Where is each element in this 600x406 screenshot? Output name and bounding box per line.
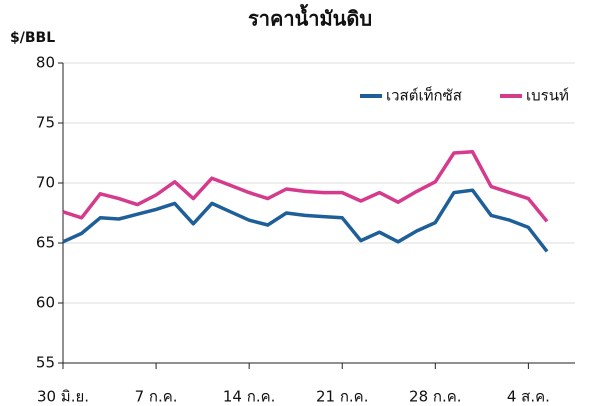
y-tick-label: 65	[36, 234, 55, 252]
x-tick-label: 7 ก.ค.	[135, 388, 178, 406]
x-tick-label: 14 ก.ค.	[223, 388, 276, 406]
x-tick-label: 4 ส.ค.	[507, 388, 550, 406]
legend-label: เบรนท์	[526, 87, 569, 105]
legend-label: เวสต์เท็กซัส	[386, 86, 462, 105]
line-series	[62, 188, 549, 253]
y-tick-label: 60	[36, 294, 55, 312]
y-tick-label: 80	[36, 54, 55, 72]
y-tick-label: 70	[36, 174, 55, 192]
chart-title: ราคาน้ำมันดิบ	[248, 4, 372, 31]
y-tick-label: 55	[36, 354, 55, 372]
x-tick-label: 21 ก.ค.	[316, 388, 369, 406]
x-tick-label: 28 ก.ค.	[409, 388, 462, 406]
line-series	[62, 150, 549, 223]
x-tick-label: 30 มิ.ย.	[37, 388, 89, 406]
y-axis-label: $/BBL	[10, 30, 55, 46]
y-tick-label: 75	[36, 114, 55, 132]
